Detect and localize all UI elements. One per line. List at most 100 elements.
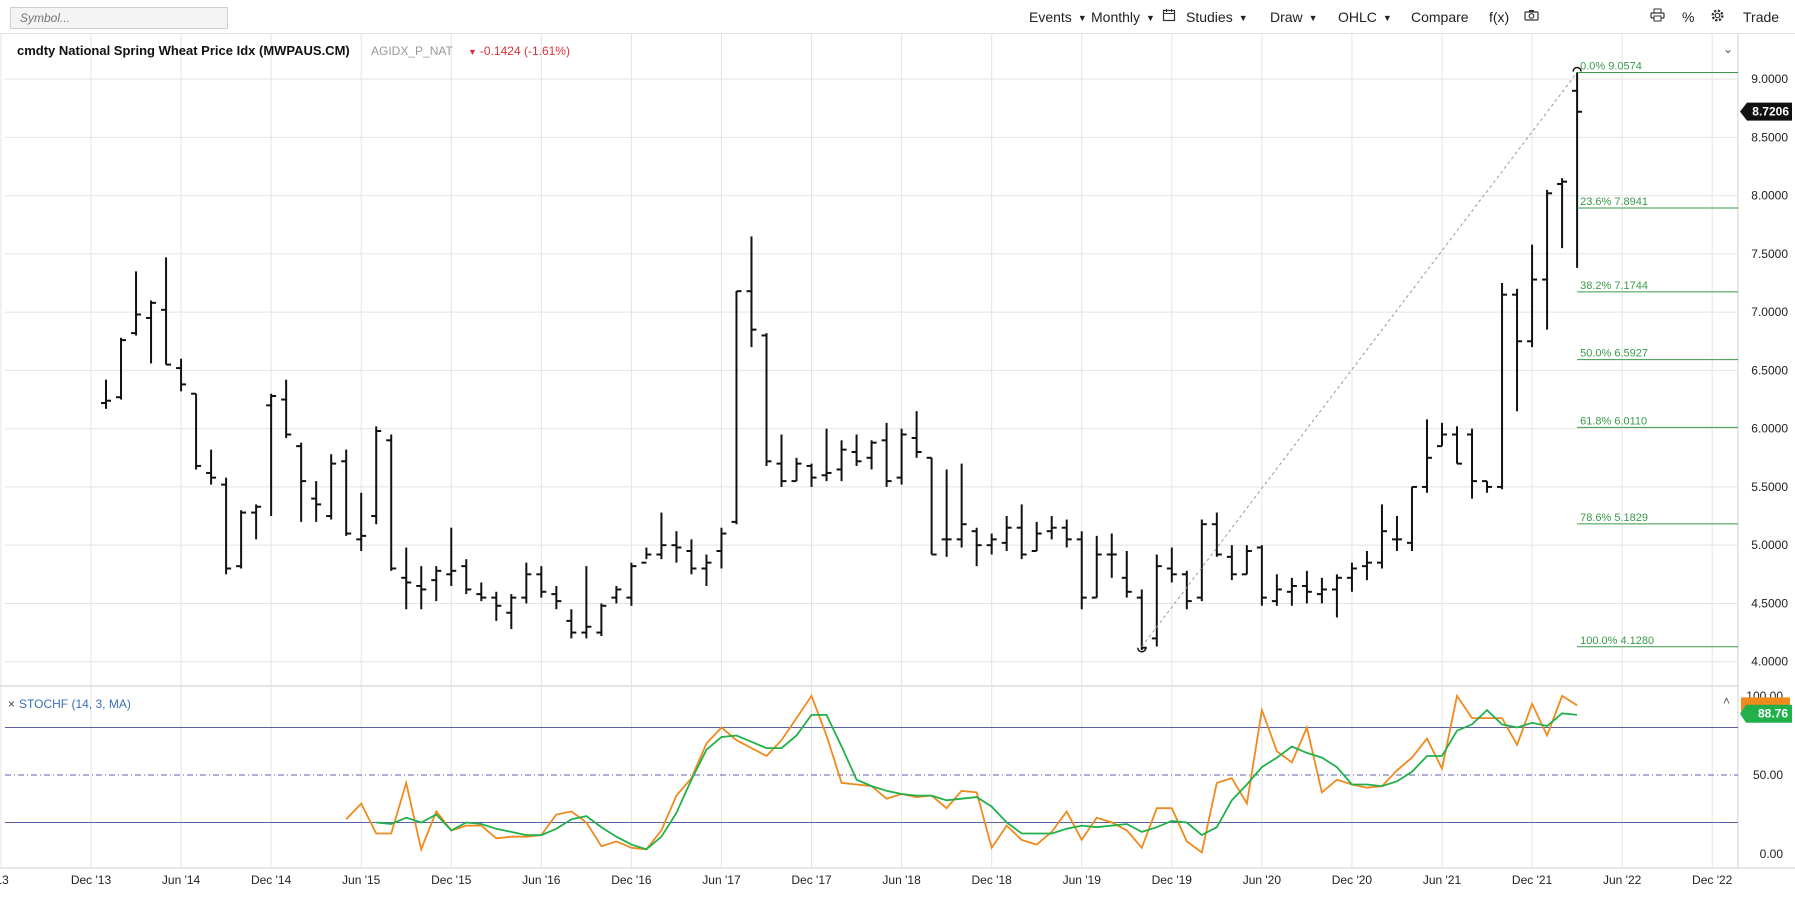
- ohlc-bar: [191, 392, 202, 470]
- ohlc-bar: [821, 428, 832, 482]
- trade-button[interactable]: Trade: [1743, 9, 1779, 25]
- chevron-down-icon: ▼: [1146, 13, 1155, 23]
- last-price-tag: [1740, 102, 1792, 121]
- grid: [0, 34, 1795, 869]
- ohlc-bar: [446, 527, 457, 586]
- axes: '13 Dec '13 Jun '14 Dec '14 Jun '15 Dec '15 Ju…: [0, 72, 1792, 887]
- ohlc-bar: [1527, 244, 1538, 348]
- x-tick-label: Jun '15: [342, 873, 381, 887]
- ohlc-bar: [401, 547, 412, 610]
- ohlc-bar: [431, 566, 442, 602]
- ohlc-bar: [1091, 535, 1102, 599]
- ohlc-bar: [686, 539, 697, 575]
- calendar-icon[interactable]: [1162, 8, 1180, 26]
- chevron-down-icon: ▼: [1308, 13, 1318, 23]
- x-tick-label: Jun '14: [162, 873, 201, 887]
- percent-label: %: [1682, 9, 1695, 25]
- toolbar: Events ▼ Monthly ▼ Studies ▼ Draw ▼ OHLC ▼ Co…: [0, 0, 1795, 34]
- gear-icon[interactable]: [1710, 8, 1728, 26]
- ohlc-bar: [296, 442, 307, 522]
- draw-menu[interactable]: Draw ▼: [1270, 9, 1318, 25]
- price-change: ▼ -0.1424 (-1.61%): [468, 44, 570, 58]
- ohlc-bar: [836, 440, 847, 482]
- print-icon[interactable]: [1650, 8, 1668, 26]
- y-tick-label: 8.0000: [1751, 189, 1788, 203]
- x-tick-label: Dec '20: [1332, 873, 1373, 887]
- interval-menu[interactable]: Monthly ▼: [1091, 9, 1155, 25]
- ohlc-bar: [1316, 577, 1327, 604]
- x-tick-label: Dec '14: [251, 873, 292, 887]
- ohlc-bar: [611, 585, 622, 604]
- ohlc-bar: [731, 290, 742, 525]
- x-tick-label: Jun '21: [1423, 873, 1462, 887]
- fib-level-label: 61.8% 6.0110: [1580, 415, 1647, 427]
- ohlc-bar: [1151, 554, 1162, 647]
- ohlc-bar: [956, 463, 967, 548]
- fib-anchor-handle[interactable]: [1572, 66, 1582, 72]
- ohlc-bar: [356, 492, 367, 552]
- ohlc-bar: [176, 358, 187, 392]
- ohlc-bar: [1271, 574, 1282, 606]
- ohlc-bar: [1557, 178, 1568, 249]
- compare-button[interactable]: Compare: [1411, 9, 1469, 25]
- ohlc-bar: [1376, 504, 1387, 569]
- price-bars: [101, 72, 1583, 651]
- chevron-down-icon: ▼: [1238, 13, 1248, 23]
- ohlc-bar: [161, 257, 172, 366]
- studies-menu[interactable]: Studies ▼: [1186, 9, 1248, 25]
- chart-style-menu[interactable]: OHLC ▼: [1338, 9, 1392, 25]
- ohlc-bar: [716, 527, 727, 569]
- y-tick-label: 7.5000: [1751, 247, 1788, 261]
- function-label: f(x): [1489, 9, 1510, 25]
- ohlc-bar: [1181, 570, 1192, 610]
- fib-anchor-handle[interactable]: [1137, 647, 1147, 653]
- ohlc-bar: [596, 603, 607, 637]
- ohlc-bar: [341, 449, 352, 536]
- events-menu[interactable]: Events ▼: [1029, 9, 1087, 25]
- ohlc-bar: [1076, 531, 1087, 610]
- ohlc-bar: [536, 566, 547, 598]
- price-change-value: -0.1424 (-1.61%): [479, 44, 570, 58]
- stoch-d-line: [376, 708, 1578, 851]
- ohlc-bar: [701, 554, 712, 586]
- chart-style-label: OHLC: [1338, 9, 1377, 25]
- fibonacci-retracement[interactable]: 0.0% 9.0574 23.6% 7.8941 38.2% 7.1744 50.0%…: [1137, 60, 1738, 653]
- x-tick-label: Dec '17: [791, 873, 832, 887]
- chevron-up-icon[interactable]: ˄: [1723, 694, 1731, 708]
- ohlc-bar: [746, 236, 757, 348]
- interval-label: Monthly: [1091, 9, 1141, 25]
- camera-icon[interactable]: [1524, 8, 1542, 26]
- ohlc-bar: [1331, 574, 1342, 618]
- ohlc-bar: [761, 333, 772, 466]
- ohlc-bar: [311, 481, 322, 522]
- draw-label: Draw: [1270, 9, 1303, 25]
- y-tick-label: 7.0000: [1751, 305, 1788, 319]
- ohlc-bar: [131, 271, 142, 336]
- ohlc-bar: [1542, 189, 1553, 330]
- ohlc-bar: [1497, 283, 1508, 490]
- ohlc-bar: [491, 591, 502, 621]
- ohlc-bar: [1391, 516, 1402, 552]
- symbol-input[interactable]: [10, 7, 228, 29]
- y-tick-label: 6.0000: [1751, 422, 1788, 436]
- ohlc-bar: [671, 531, 682, 563]
- stoch-y-tick-label: 0.00: [1760, 847, 1784, 861]
- x-tick-label: Dec '16: [611, 873, 652, 887]
- close-indicator-icon[interactable]: ×: [8, 697, 16, 711]
- x-tick-label: Dec '21: [1512, 873, 1553, 887]
- chevron-down-icon[interactable]: ⌄: [1723, 42, 1734, 56]
- ohlc-bar: [1031, 521, 1042, 553]
- fib-level-label: 0.0% 9.0574: [1580, 60, 1642, 72]
- compare-label: Compare: [1411, 9, 1469, 25]
- fib-level-label: 100.0% 4.1280: [1580, 635, 1654, 647]
- x-tick-label: '13: [0, 873, 9, 887]
- ohlc-bar: [461, 559, 472, 595]
- function-button[interactable]: f(x): [1489, 9, 1509, 25]
- ohlc-bar: [1226, 545, 1237, 581]
- stoch-k-line: [345, 693, 1578, 855]
- ohlc-bar: [251, 504, 262, 540]
- ohlc-bar: [1241, 545, 1252, 576]
- ohlc-bar: [1406, 485, 1417, 552]
- percent-button[interactable]: %: [1682, 9, 1694, 25]
